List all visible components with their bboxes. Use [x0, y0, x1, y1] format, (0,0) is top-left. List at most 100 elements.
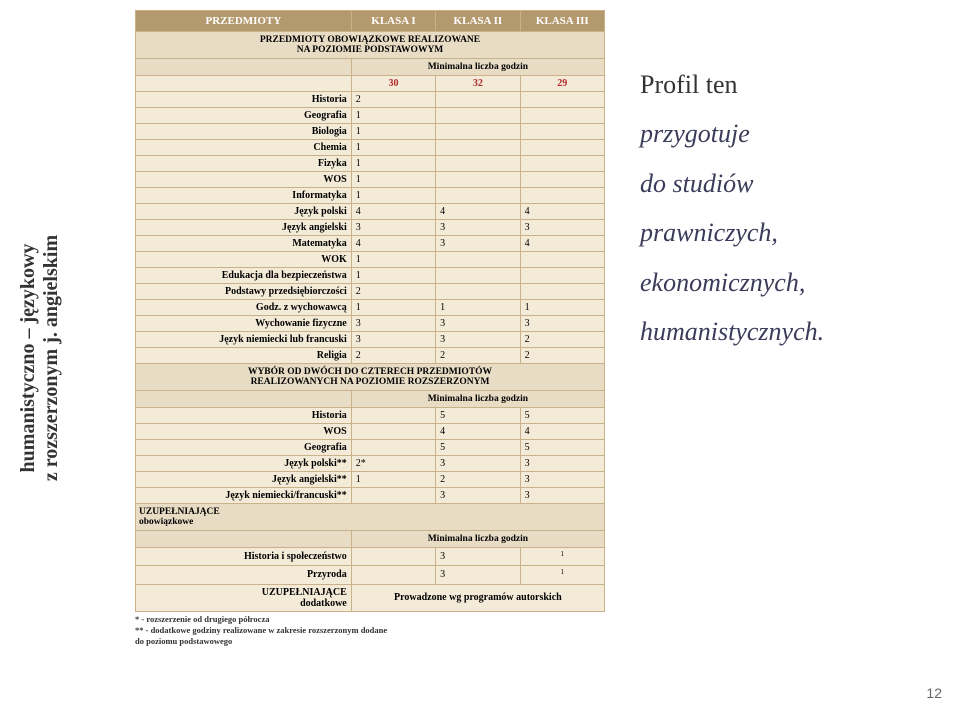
table-row: Geografia1 — [136, 108, 605, 124]
row-label: Geografia — [136, 440, 352, 456]
table-row: Język niemiecki/francuski**33 — [136, 488, 605, 504]
row-value: 4 — [520, 424, 604, 440]
table-row: WOS1 — [136, 172, 605, 188]
row-value: 4 — [436, 424, 520, 440]
row-label: Informatyka — [136, 188, 352, 204]
row-label: Historia — [136, 408, 352, 424]
row-value — [520, 268, 604, 284]
row-value: 5 — [520, 440, 604, 456]
row-value: 3 — [436, 548, 520, 566]
row-value: 1 — [520, 566, 604, 584]
row-value — [436, 284, 520, 300]
row-value: 3 — [436, 456, 520, 472]
page-number: 12 — [926, 685, 942, 701]
row-value: 3 — [351, 220, 435, 236]
row-label: Język angielski** — [136, 472, 352, 488]
min-hours-c: 29 — [520, 76, 604, 92]
row-label: Język polski — [136, 204, 352, 220]
row-value — [520, 252, 604, 268]
row-value — [436, 92, 520, 108]
row-value: 3 — [436, 236, 520, 252]
row-label: WOS — [136, 424, 352, 440]
table-row: Język polski444 — [136, 204, 605, 220]
row-value: 1 — [351, 140, 435, 156]
header-col-klasa3: KLASA III — [520, 11, 604, 32]
row-value: 1 — [351, 252, 435, 268]
row-value — [436, 140, 520, 156]
section2-title-row: WYBÓR OD DWÓCH DO CZTERECH PRZEDMIOTÓW R… — [136, 364, 605, 391]
table-row: Język angielski**123 — [136, 472, 605, 488]
section3-title: UZUPEŁNIAJĄCE obowiązkowe — [136, 504, 605, 531]
row-value: 4 — [351, 204, 435, 220]
profile-description: Profil ten przygotuje do studiów prawnic… — [640, 60, 930, 356]
row-value: 2* — [351, 456, 435, 472]
row-value — [351, 548, 435, 566]
row-value — [520, 124, 604, 140]
desc-line-6: humanistycznych. — [640, 307, 930, 356]
section3-title-row: UZUPEŁNIAJĄCE obowiązkowe — [136, 504, 605, 531]
min-hours-label-3: Minimalna liczba godzin — [351, 531, 604, 548]
row-value: 3 — [436, 488, 520, 504]
blank-cell — [136, 59, 352, 76]
desc-line-5: ekonomicznych, — [640, 258, 930, 307]
table-row: WOS 44 — [136, 424, 605, 440]
row-value: 3 — [351, 316, 435, 332]
table-row: Język polski**2*33 — [136, 456, 605, 472]
row-value: 3 — [520, 456, 604, 472]
section4-label: UZUPEŁNIAJĄCE dodatkowe — [136, 584, 352, 611]
row-value: 4 — [520, 236, 604, 252]
header-col-klasa1: KLASA I — [351, 11, 435, 32]
row-value: 1 — [520, 548, 604, 566]
row-value — [436, 252, 520, 268]
min-hours-label-2: Minimalna liczba godzin — [351, 391, 604, 408]
table-row: Język niemiecki lub francuski332 — [136, 332, 605, 348]
table-row: Godz. z wychowawcą111 — [136, 300, 605, 316]
vertical-line-1: humanistyczno – językowy — [17, 243, 39, 472]
row-value: 2 — [351, 284, 435, 300]
row-label: Historia — [136, 92, 352, 108]
desc-line-2: przygotuje — [640, 109, 930, 158]
row-value: 5 — [436, 440, 520, 456]
blank-cell — [136, 391, 352, 408]
row-value: 3 — [520, 472, 604, 488]
row-value: 1 — [351, 188, 435, 204]
row-label: WOS — [136, 172, 352, 188]
table-row: WOK1 — [136, 252, 605, 268]
row-value: 1 — [351, 300, 435, 316]
row-label: Język angielski — [136, 220, 352, 236]
row-value — [436, 156, 520, 172]
row-value — [436, 268, 520, 284]
min-hours-values-1: 30 32 29 — [136, 76, 605, 92]
row-value: 2 — [520, 332, 604, 348]
row-value: 2 — [436, 472, 520, 488]
row-value: 3 — [351, 332, 435, 348]
table-row: Chemia1 — [136, 140, 605, 156]
row-value: 5 — [520, 408, 604, 424]
row-value: 3 — [520, 316, 604, 332]
vertical-profile-label: humanistyczno – językowy z rozszerzonym … — [17, 208, 63, 508]
min-hours-row-2: Minimalna liczba godzin — [136, 391, 605, 408]
footnote-1: * - rozszerzenie od drugiego półrocza — [135, 614, 605, 625]
row-label: Przyroda — [136, 566, 352, 584]
row-label: Podstawy przedsiębiorczości — [136, 284, 352, 300]
row-value: 3 — [436, 566, 520, 584]
min-hours-row-3: Minimalna liczba godzin — [136, 531, 605, 548]
row-value: 1 — [520, 300, 604, 316]
row-value — [351, 408, 435, 424]
row-value — [520, 172, 604, 188]
table-row: Historia2 — [136, 92, 605, 108]
row-label: Wychowanie fizyczne — [136, 316, 352, 332]
section4-row: UZUPEŁNIAJĄCE dodatkowe Prowadzone wg pr… — [136, 584, 605, 611]
row-value: 3 — [436, 316, 520, 332]
row-value — [351, 566, 435, 584]
row-value: 4 — [436, 204, 520, 220]
row-value: 3 — [436, 332, 520, 348]
row-label: WOK — [136, 252, 352, 268]
row-value — [520, 92, 604, 108]
section1-title: PRZEDMIOTY OBOWIĄZKOWE REALIZOWANE NA PO… — [136, 32, 605, 59]
row-value: 4 — [520, 204, 604, 220]
row-value: 1 — [351, 268, 435, 284]
row-value — [520, 284, 604, 300]
row-value: 3 — [436, 220, 520, 236]
row-label: Edukacja dla bezpieczeństwa — [136, 268, 352, 284]
